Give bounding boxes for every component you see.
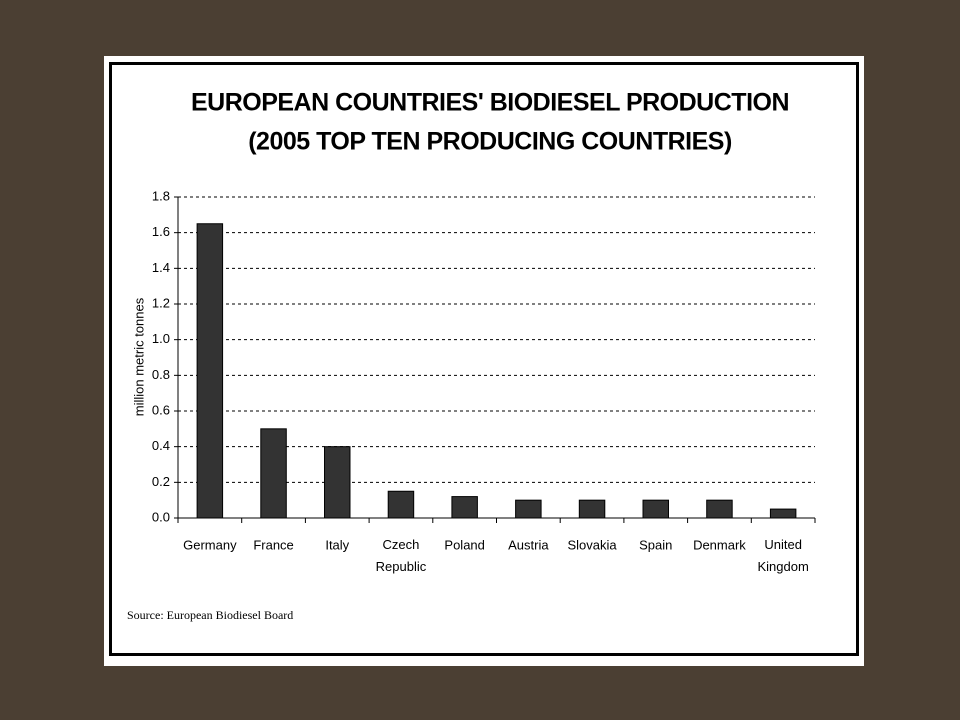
bar: [451, 496, 478, 519]
bar: [578, 499, 606, 519]
panel-border: [109, 62, 859, 656]
bar: [706, 499, 733, 519]
y-tick-label: 0.0: [152, 509, 170, 524]
y-tick-label: 0.6: [152, 402, 170, 417]
y-tick-label: 0.2: [152, 474, 170, 489]
bar: [515, 499, 542, 519]
y-tick-label: 1.8: [152, 188, 170, 203]
x-tick-label: United Kingdom: [757, 537, 808, 574]
panel: [104, 56, 864, 666]
y-tick-label: 0.4: [152, 438, 170, 453]
y-tick-label: 1.4: [152, 260, 170, 275]
x-tick-label: Slovakia: [567, 537, 617, 552]
y-tick-label: 1.2: [152, 295, 170, 310]
chart-title: EUROPEAN COUNTRIES' BIODIESEL PRODUCTION: [191, 89, 789, 117]
x-tick-label: Austria: [508, 537, 549, 552]
bar: [769, 508, 797, 519]
source: Source: European Biodiesel Board: [127, 608, 293, 622]
x-tick-label: France: [253, 537, 293, 552]
y-tick-label: 1.6: [152, 224, 170, 239]
bar: [324, 446, 351, 519]
x-tick-label: Denmark: [693, 537, 746, 552]
chart-subtitle: (2005 TOP TEN PRODUCING COUNTRIES): [248, 128, 732, 156]
x-tick-label: Germany: [183, 537, 237, 552]
x-tick-label: Italy: [325, 537, 349, 552]
y-tick-label: 0.8: [152, 367, 170, 382]
x-tick-label: Spain: [639, 537, 672, 552]
bar: [642, 499, 669, 519]
y-axis-label: million metric tonnes: [131, 297, 146, 416]
x-tick-label: Czech Republic: [376, 537, 427, 574]
y-tick-label: 1.0: [152, 331, 170, 346]
bar: [260, 428, 287, 519]
x-tick-label: Poland: [444, 537, 484, 552]
bar: [387, 490, 415, 519]
bar: [196, 223, 224, 519]
